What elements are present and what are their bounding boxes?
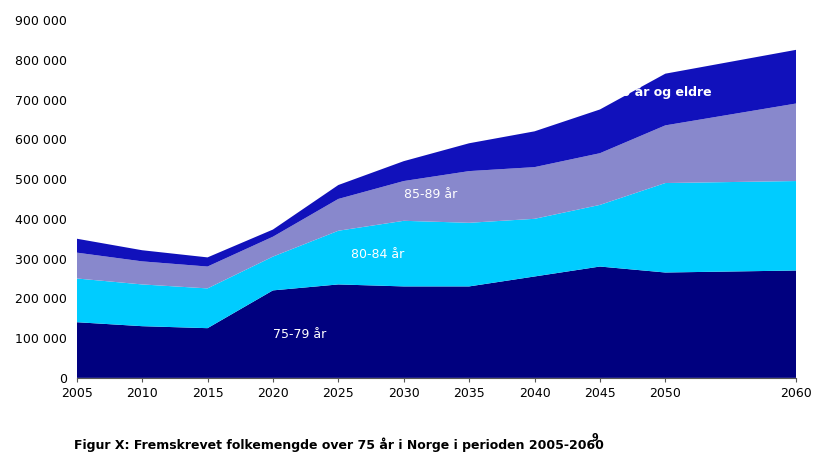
Text: 75-79 år: 75-79 år <box>273 328 326 341</box>
Text: 80-84 år: 80-84 år <box>351 248 404 261</box>
Text: 90 år og eldre: 90 år og eldre <box>613 84 711 99</box>
Text: 9: 9 <box>591 432 598 443</box>
Text: Figur X: Fremskrevet folkemengde over 75 år i Norge i perioden 2005-2060: Figur X: Fremskrevet folkemengde over 75… <box>74 437 605 452</box>
Text: 85-89 år: 85-89 år <box>404 189 457 201</box>
